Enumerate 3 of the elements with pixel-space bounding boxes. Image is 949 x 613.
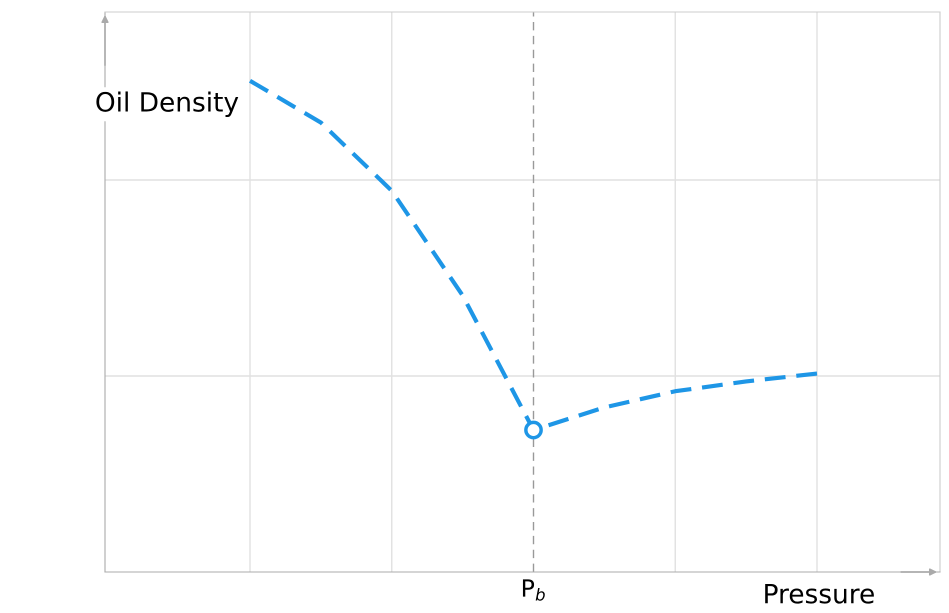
x-axis-title: Pressure [765,584,874,604]
y-axis-title: Oil Density [96,91,238,117]
text: P$_{b}$ [522,579,545,601]
